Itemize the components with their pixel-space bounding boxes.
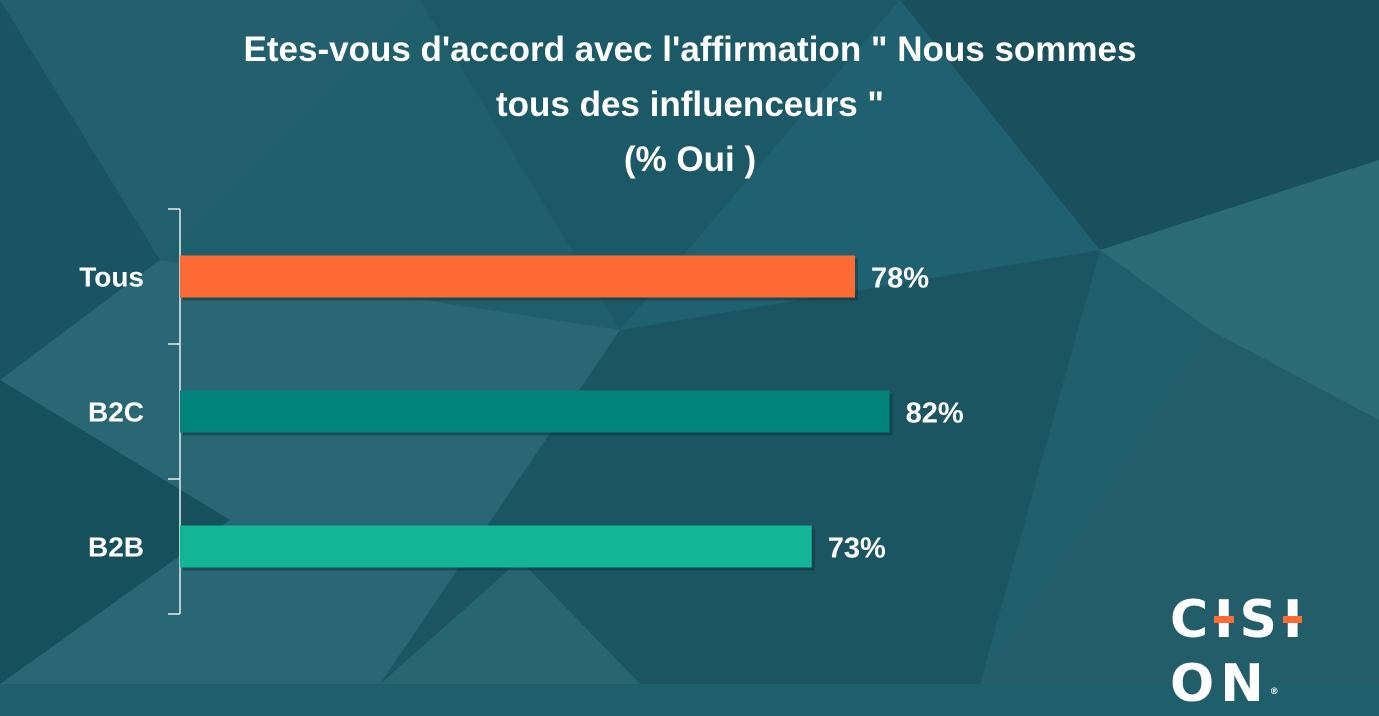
value-label-b2c: 82%	[906, 398, 964, 430]
chart-title-line-2: tous des influenceurs "	[495, 85, 885, 124]
logo-registered-mark: ®	[1269, 687, 1279, 697]
logo-accent-mark	[1282, 616, 1303, 623]
category-label-tous: Tous	[79, 262, 144, 293]
logo-letter: C	[1170, 590, 1215, 650]
bars	[180, 255, 893, 571]
chart-title-line-3: (% Oui )	[623, 140, 757, 179]
chart-title: Etes-vous d'accord avec l'affirmation " …	[140, 22, 1240, 187]
labels: Tous 78% B2C 82% B2B 73%	[79, 262, 964, 565]
logo-letter: I	[1282, 588, 1308, 652]
value-label-b2b: 73%	[828, 533, 886, 565]
bar-tous	[180, 255, 855, 298]
logo-accent-mark	[1214, 616, 1234, 623]
bar-b2c	[180, 390, 890, 433]
chart-title-line-1: Etes-vous d'accord avec l'affirmation " …	[243, 30, 1137, 69]
background-pattern	[0, 0, 1379, 684]
logo-letter: I	[1214, 588, 1239, 652]
cision-logo: CISION®	[1170, 588, 1379, 714]
bar-chart: Tous 78% B2C 82% B2B 73%	[79, 208, 964, 615]
logo-letter: O	[1170, 654, 1221, 714]
category-label-b2c: B2C	[88, 397, 144, 428]
logo-letter: N	[1220, 654, 1270, 714]
category-axis	[168, 208, 181, 615]
value-label-tous: 78%	[871, 263, 929, 295]
logo-letter: S	[1239, 590, 1283, 650]
category-label-b2b: B2B	[88, 532, 144, 563]
bar-b2b	[180, 525, 812, 568]
